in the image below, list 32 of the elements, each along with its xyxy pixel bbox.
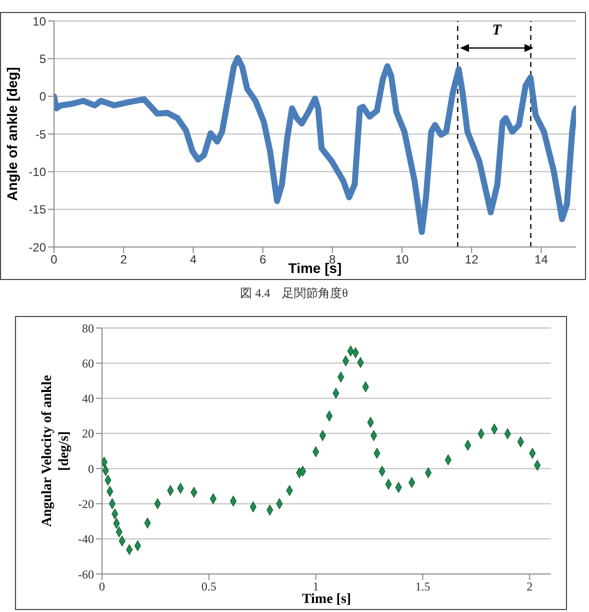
x-tick-label: 2 [120,252,128,267]
x-tick-label: 14 [534,252,548,267]
y-tick-label: -20 [28,240,46,254]
x-tick-label: 0 [50,252,58,267]
y-tick-label: 0 [39,90,46,104]
x-tick-label: 12 [464,252,479,267]
x-tick-label: 1.5 [415,580,430,594]
x-tick-label: 10 [395,252,409,267]
y-tick-label: 60 [82,356,94,370]
x-tick-label: 2 [526,580,533,594]
x-tick-label: 6 [259,252,266,267]
y-tick-label: -15 [28,202,46,217]
x-tick-label: 0 [99,580,105,594]
y-tick-label: 10 [32,14,46,28]
y-tick-label: 0 [88,462,94,476]
annotation: T [492,22,502,38]
y-tick-label: 40 [82,392,94,406]
y-tick-label: -10 [28,164,46,179]
y-tick-label: -20 [78,496,94,511]
y-tick-label: 80 [82,321,94,336]
x-tick-label: 1 [312,580,319,594]
y-tick-label: -5 [35,127,46,142]
y-tick-label: -60 [78,567,94,582]
x-tick-label: 4 [190,252,197,267]
y-tick-label: -40 [78,532,94,546]
x-tick-label: 0.5 [201,580,216,594]
x-axis-title: Time [s] [302,592,352,607]
y-tick-label: 20 [82,426,94,441]
y-tick-label: 5 [39,52,46,66]
y-axis-title: Angular Velocity of ankle [deg/s] [40,375,72,527]
caption: 図 4.4 足関節角度θ [239,285,349,302]
y-axis-title: Angle of ankle [deg] [4,67,20,201]
